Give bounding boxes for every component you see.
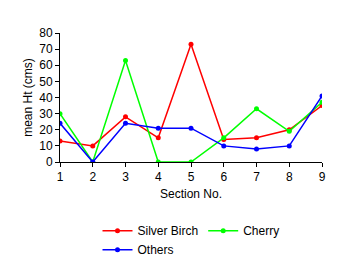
svg-text:4: 4 — [155, 170, 162, 184]
svg-text:2: 2 — [89, 170, 96, 184]
svg-text:80: 80 — [39, 26, 53, 40]
svg-text:5: 5 — [188, 170, 195, 184]
svg-text:1: 1 — [57, 170, 64, 184]
svg-text:10: 10 — [39, 139, 53, 153]
svg-text:70: 70 — [39, 42, 53, 56]
svg-text:7: 7 — [253, 170, 260, 184]
svg-text:8: 8 — [286, 170, 293, 184]
svg-text:0: 0 — [46, 155, 53, 169]
svg-text:9: 9 — [319, 170, 326, 184]
svg-text:Section No.: Section No. — [160, 187, 222, 201]
svg-text:30: 30 — [39, 107, 53, 121]
svg-text:50: 50 — [39, 75, 53, 89]
svg-text:Cherry: Cherry — [243, 224, 279, 238]
svg-text:mean Ht (cms): mean Ht (cms) — [21, 58, 35, 137]
svg-text:6: 6 — [220, 170, 227, 184]
svg-text:Others: Others — [138, 243, 174, 257]
svg-text:Silver Birch: Silver Birch — [138, 224, 199, 238]
svg-text:20: 20 — [39, 123, 53, 137]
svg-text:60: 60 — [39, 58, 53, 72]
svg-text:40: 40 — [39, 91, 53, 105]
svg-text:3: 3 — [122, 170, 129, 184]
